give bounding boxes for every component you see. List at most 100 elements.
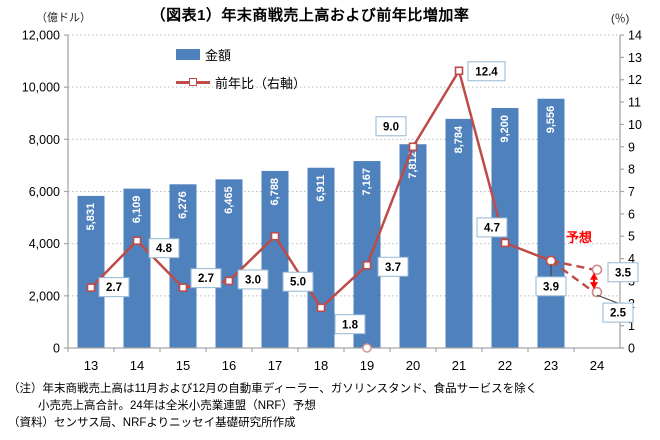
yoy-marker bbox=[270, 231, 280, 241]
yoy-marker bbox=[500, 238, 510, 248]
bar-value-label: 6,788 bbox=[269, 178, 281, 206]
x-axis-tick-label: 23 bbox=[544, 358, 558, 373]
yoy-marker bbox=[408, 142, 418, 152]
yoy-marker bbox=[178, 283, 188, 292]
bar-value-label: 6,465 bbox=[223, 186, 235, 214]
bar bbox=[261, 170, 289, 348]
footnotes: （注）年末商戦売上高は11月および12月の自動車ディーラー、ガソリンスタンド、食… bbox=[8, 381, 537, 432]
yoy-marker bbox=[132, 236, 142, 245]
bar-value-label: 8,784 bbox=[453, 125, 465, 153]
bar-value-label: 9,200 bbox=[499, 115, 511, 143]
x-axis-tick-label: 17 bbox=[268, 358, 282, 373]
right-axis-tick-label: 0 bbox=[628, 342, 635, 356]
data-label: 3.7 bbox=[385, 262, 401, 274]
left-axis-tick-label: 4,000 bbox=[29, 237, 60, 251]
x-axis-tick-label: 21 bbox=[452, 358, 466, 373]
bar bbox=[169, 184, 197, 348]
forecast-marker bbox=[591, 286, 603, 298]
right-axis-tick-label: 13 bbox=[628, 51, 642, 65]
right-axis-tick-label: 12 bbox=[628, 73, 642, 87]
x-axis-tick-label: 19 bbox=[360, 358, 374, 373]
right-axis-tick-label: 7 bbox=[628, 185, 635, 199]
data-label: 2.5 bbox=[610, 308, 627, 320]
bar bbox=[399, 144, 427, 348]
bar bbox=[77, 195, 105, 348]
data-label-box bbox=[535, 276, 567, 297]
bar-value-label: 6,276 bbox=[177, 191, 189, 219]
data-label: 3.0 bbox=[245, 274, 261, 286]
x-axis-tick-label: 14 bbox=[130, 358, 144, 373]
yoy-marker bbox=[454, 66, 464, 76]
data-label-box bbox=[602, 302, 634, 323]
legend-item-amount: 金額 bbox=[176, 40, 306, 68]
data-label-box bbox=[282, 271, 314, 292]
footnote-line: （注）年末商戦売上高は11月および12月の自動車ディーラー、ガソリンスタンド、食… bbox=[8, 383, 538, 395]
forecast-dash-line bbox=[550, 259, 595, 271]
bar-value-label: 7,167 bbox=[361, 168, 373, 196]
line-series-swatch-icon bbox=[176, 77, 210, 86]
forecast-marker bbox=[591, 264, 603, 276]
bar-series-swatch-icon bbox=[176, 48, 200, 60]
bar bbox=[537, 98, 565, 348]
yoy-marker bbox=[86, 283, 96, 292]
footnote-line: （資料）センサス局、NRFよりニッセイ基礎研究所作成 bbox=[8, 417, 296, 429]
yoy-marker bbox=[224, 276, 234, 286]
footnote-line: 小売売上高合計。24年は全米小売業連盟（NRF）予想 bbox=[38, 400, 316, 412]
left-axis-tick-label: 2,000 bbox=[29, 289, 60, 303]
data-label-box bbox=[148, 238, 180, 259]
right-axis-tick-label: 4 bbox=[628, 252, 635, 266]
data-label-box bbox=[607, 262, 639, 283]
left-axis-tick-label: 8,000 bbox=[29, 133, 60, 147]
data-label: 1.8 bbox=[342, 319, 359, 331]
arrowhead-up-icon bbox=[590, 272, 598, 280]
right-axis-tick-label: 14 bbox=[628, 29, 642, 43]
bar-value-label: 9,556 bbox=[545, 106, 557, 134]
data-label: 9.0 bbox=[383, 121, 399, 133]
bar-value-label: 7,812 bbox=[407, 151, 419, 179]
data-label-box bbox=[190, 268, 222, 289]
data-label: 4.8 bbox=[156, 243, 173, 255]
baseline-marker bbox=[362, 343, 372, 353]
x-axis-tick-label: 22 bbox=[498, 358, 512, 373]
data-label: 2.7 bbox=[106, 282, 122, 294]
x-axis-tick-label: 20 bbox=[406, 358, 420, 373]
data-label: 4.7 bbox=[484, 222, 500, 234]
legend-label-amount: 金額 bbox=[205, 47, 232, 63]
x-axis-tick-label: 16 bbox=[222, 358, 236, 373]
x-axis-tick-label: 18 bbox=[314, 358, 328, 373]
chart-title: （図表1）年末商戦売上高および前年比増加率 bbox=[150, 7, 470, 24]
forecast-label: 予想 bbox=[566, 230, 593, 245]
data-label: 2.7 bbox=[198, 273, 214, 285]
legend: 金額 前年比（右軸） bbox=[176, 40, 306, 96]
left-axis-tick-label: 12,000 bbox=[22, 29, 60, 43]
x-axis-tick-label: 15 bbox=[176, 358, 190, 373]
left-axis-tick-label: 0 bbox=[53, 342, 60, 356]
right-axis-unit: (％) bbox=[611, 13, 630, 25]
arrowhead-down-icon bbox=[590, 282, 598, 290]
bar bbox=[445, 118, 473, 348]
yoy-marker bbox=[316, 303, 326, 313]
bar bbox=[307, 167, 335, 348]
data-label-box bbox=[334, 314, 366, 335]
legend-label-yoy: 前年比（右軸） bbox=[215, 75, 307, 91]
left-axis-tick-label: 6,000 bbox=[29, 185, 60, 199]
right-axis-tick-label: 10 bbox=[628, 118, 642, 132]
forecast-dash-line bbox=[550, 259, 595, 294]
data-label-box bbox=[237, 269, 269, 290]
data-label-box bbox=[98, 277, 130, 298]
x-axis-tick-label: 13 bbox=[84, 358, 98, 373]
data-label: 5.0 bbox=[290, 277, 306, 289]
right-axis-tick-label: 1 bbox=[628, 319, 635, 333]
data-label-box bbox=[375, 116, 407, 137]
data-label: 12.4 bbox=[475, 66, 498, 78]
yoy-marker bbox=[362, 260, 372, 270]
right-axis-tick-label: 6 bbox=[628, 207, 635, 221]
right-axis-tick-label: 11 bbox=[628, 96, 641, 110]
right-axis-tick-label: 9 bbox=[628, 140, 635, 154]
plot-area: 5,831 6,109 6,276 6,465 6,788 6,911 7,167 7,812… bbox=[22, 29, 642, 374]
label-leader-line bbox=[596, 294, 619, 304]
right-axis-tick-label: 5 bbox=[628, 230, 635, 244]
bar-value-label: 5,831 bbox=[85, 203, 97, 231]
data-label: 3.9 bbox=[543, 281, 559, 293]
